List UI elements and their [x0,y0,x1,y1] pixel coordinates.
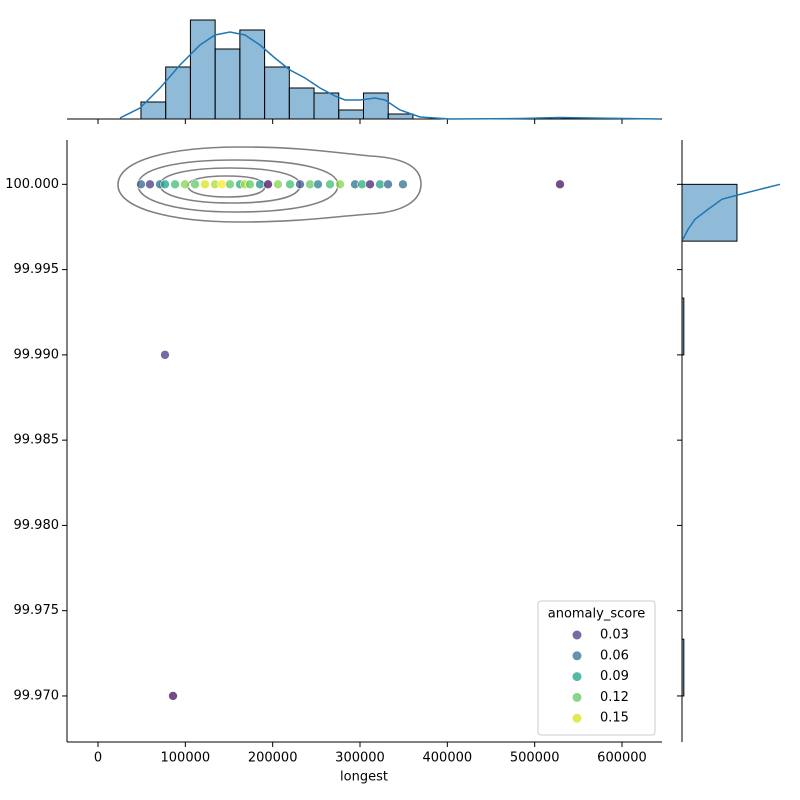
x-tick-label: 600000 [597,751,647,766]
legend-label: 0.06 [600,648,629,663]
point [365,179,375,190]
point [170,179,180,190]
x-tick-label: 100000 [161,751,211,766]
point [200,179,210,190]
y-tick-label: 99.985 [14,433,60,448]
x-axis-label: longest [340,770,388,785]
point [160,350,170,360]
legend-label: 0.12 [600,690,629,705]
legend-marker [572,672,582,682]
y-tick-label: 99.980 [14,518,60,533]
point [313,179,323,190]
point [136,179,146,190]
histogram-bar [681,183,738,242]
kde-contour [117,146,422,223]
legend-label: 0.09 [600,669,629,684]
histogram-bar [681,638,685,697]
point [190,179,200,190]
x-tick-label: 500000 [510,751,560,766]
point [273,179,283,190]
histogram-bar [140,101,167,120]
histogram-bar [264,66,290,120]
x-tick-label: 0 [94,751,102,766]
kde-line [119,31,661,120]
x-tick-label: 300000 [335,751,385,766]
histogram-bar [338,109,364,120]
point [180,179,190,190]
kde-line [682,183,781,240]
legend: anomaly_score 0.03 0.06 0.09 0.12 0.15 [537,600,656,736]
point [295,179,305,190]
legend-title: anomaly_score [548,607,646,622]
y-tick-label: 99.975 [14,603,60,618]
legend-marker [572,630,582,640]
legend-label: 0.15 [600,711,629,726]
histogram-bar [214,48,241,120]
point [398,179,408,190]
point [225,179,235,190]
histogram-bar [189,19,216,120]
point [245,179,255,190]
point [255,179,265,190]
legend-label: 0.03 [600,628,629,643]
histogram-bar [239,29,266,120]
point [263,179,273,190]
histogram-bar [681,297,685,356]
point [555,179,565,190]
x-tick-label: 200000 [248,751,298,766]
histogram-bar [165,66,191,120]
histogram-bar [387,113,414,120]
point [375,179,385,190]
x-tick-label: 400000 [423,751,473,766]
legend-frame [537,600,656,736]
histogram-bar [362,92,389,120]
y-tick-label: 100.000 [5,177,59,192]
histogram-bar [288,87,315,120]
y-tick-label: 99.990 [14,347,60,362]
point [325,179,335,190]
legend-marker [572,692,582,702]
y-tick-label: 99.970 [14,688,60,703]
point [160,179,170,190]
legend-marker [572,651,582,661]
y-tick-label: 99.995 [14,262,60,277]
point [285,179,295,190]
point [168,691,178,701]
point [357,179,367,190]
points [136,179,565,701]
legend-marker [572,713,582,723]
point [335,179,345,190]
point [383,179,393,190]
histogram-bar [313,92,340,120]
point [145,179,155,190]
